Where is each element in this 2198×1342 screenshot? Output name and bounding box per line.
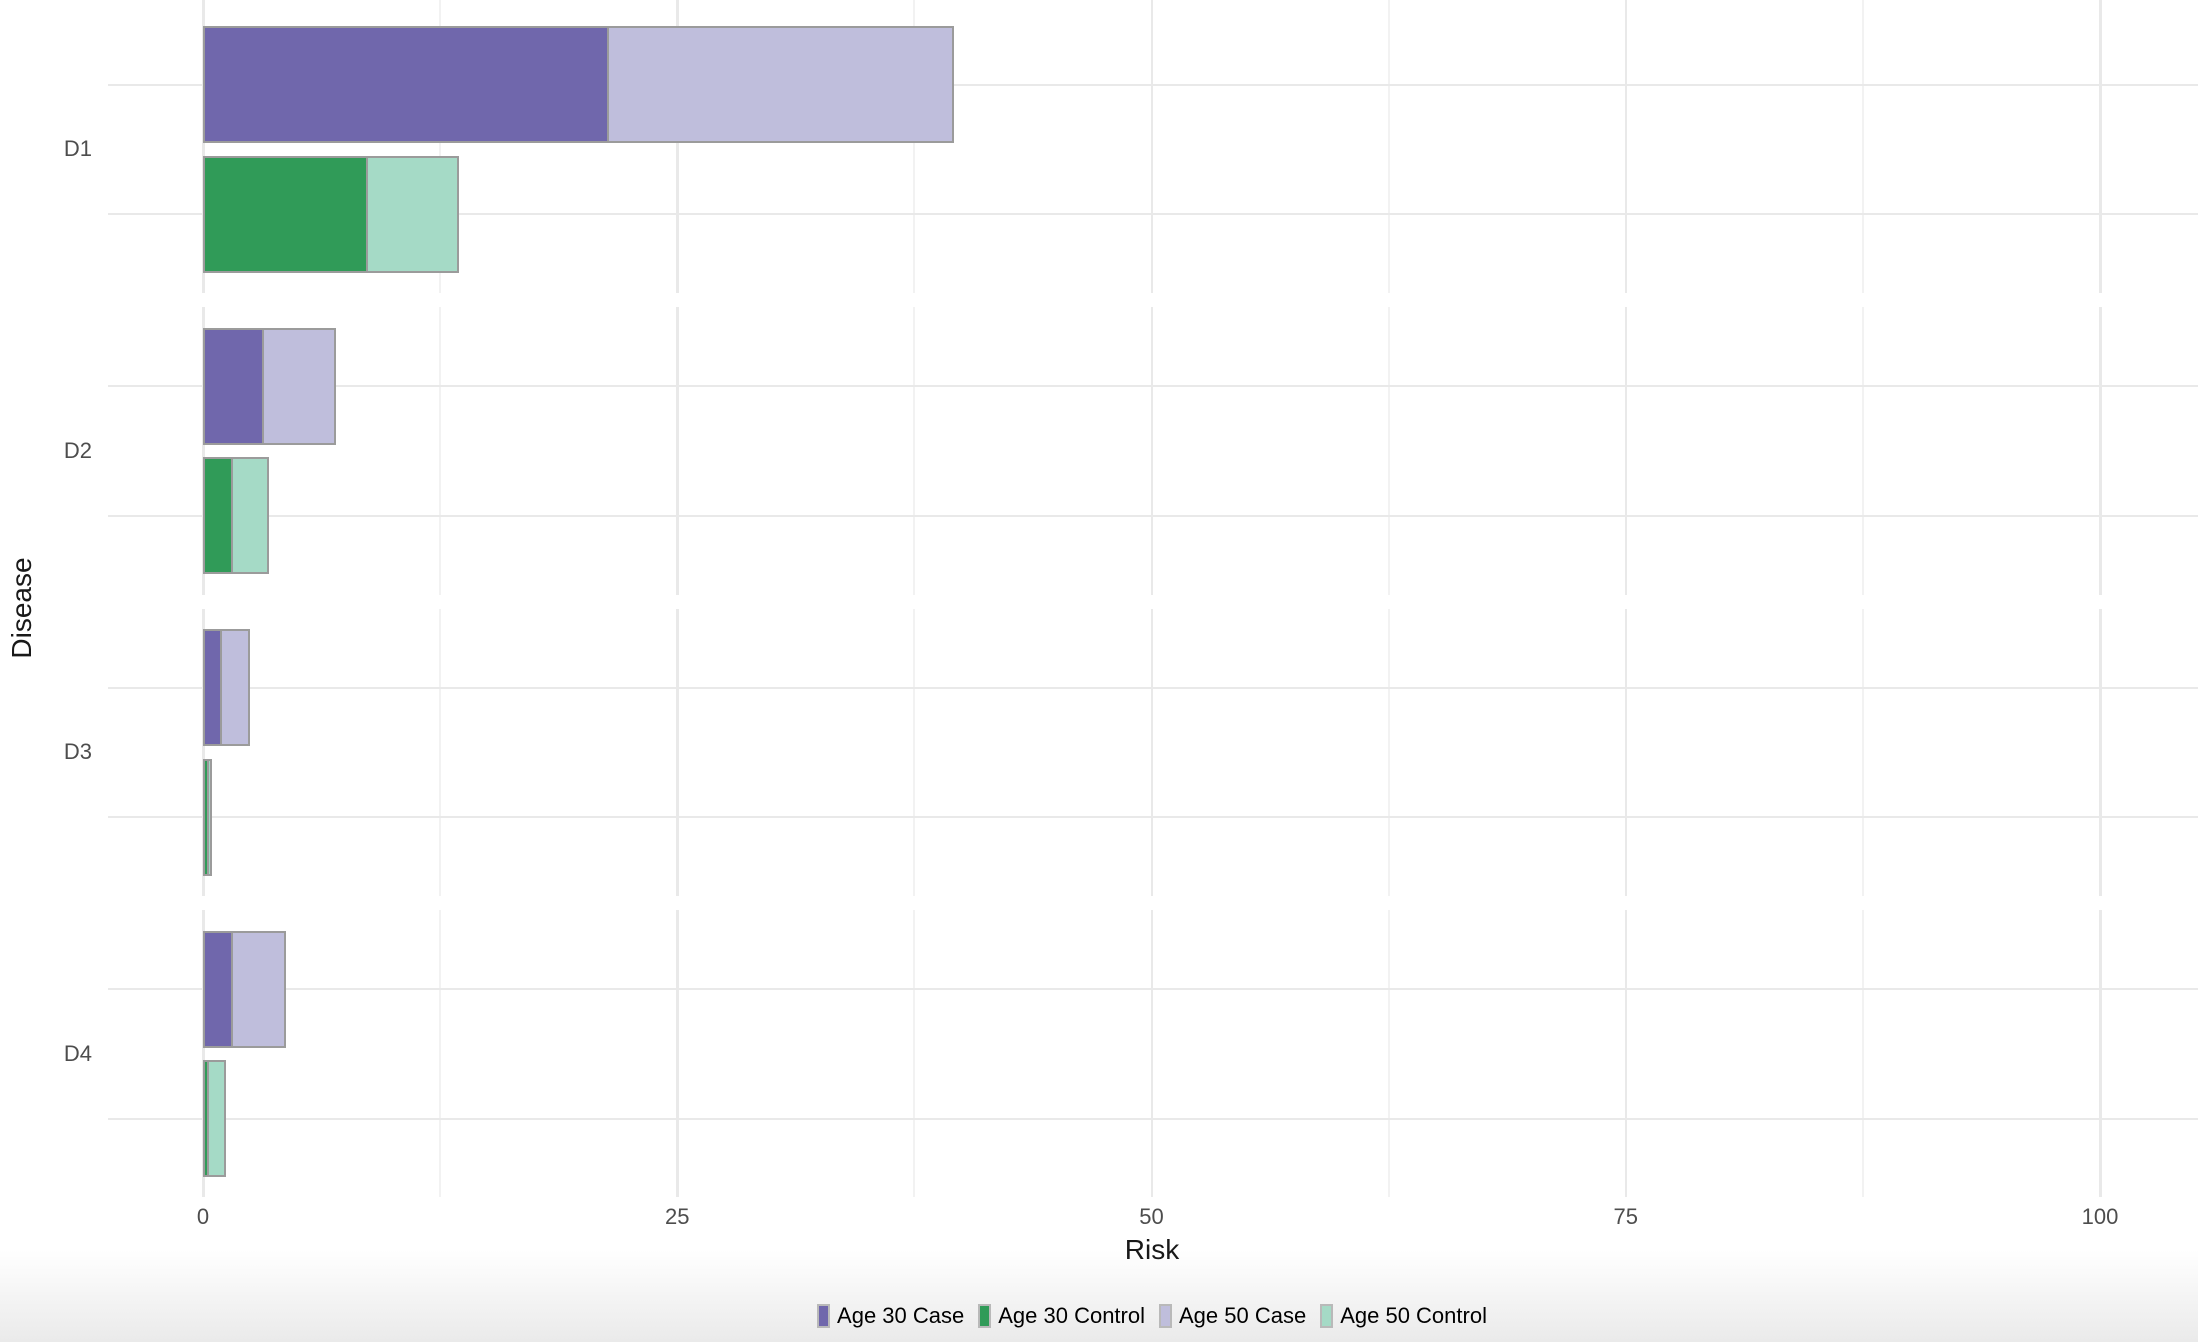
bar-d4-control-age-50-control (206, 1060, 226, 1177)
gridline-y (108, 1117, 2198, 1120)
bar-d3-case-age-50-case (219, 629, 251, 746)
x-tick-label: 0 (196, 1204, 210, 1229)
gridline-y (108, 83, 2198, 86)
gridline-y (108, 816, 2198, 818)
legend-swatch-icon (1320, 1304, 1334, 1328)
legend-swatch-icon (978, 1304, 992, 1328)
legend-label: Age 30 Case (837, 1303, 965, 1328)
bar-d1-control-age-50-control (366, 155, 460, 273)
y-axis-title: Disease (6, 557, 37, 659)
bar-d2-control-age-50-control (231, 457, 270, 574)
bar-d3-control-age-50-control (206, 758, 213, 876)
legend: Age 30 Case Age 30 Control Age 50 Case Age … (108, 1300, 2196, 1332)
legend-label: Age 50 Control (1340, 1303, 1487, 1328)
bar-d1-control-age-30-control (203, 155, 369, 273)
legend-item-age-50-case: Age 50 Case (1159, 1303, 1306, 1329)
group-separator (0, 896, 2198, 910)
legend-swatch-icon (1159, 1304, 1172, 1328)
gridline-y (108, 385, 2198, 387)
gridline-y (108, 514, 2198, 517)
gridline-y (108, 213, 2198, 215)
x-tick-label: 50 (1139, 1204, 1164, 1229)
bar-d1-case-age-50-case (606, 26, 955, 143)
x-tick-label: 25 (665, 1204, 690, 1229)
legend-label: Age 30 Control (998, 1303, 1145, 1328)
y-tick-label: D1 (63, 136, 92, 162)
legend-swatch-icon (817, 1304, 831, 1328)
y-tick-label: D4 (63, 1040, 92, 1066)
legend-label: Age 50 Case (1179, 1303, 1307, 1328)
bar-d1-case-age-30-case (203, 26, 609, 143)
group-separator (0, 293, 2198, 307)
bar-d2-case-age-30-case (203, 327, 264, 445)
gridline-y (108, 988, 2198, 990)
bar-d2-case-age-50-case (261, 327, 336, 445)
legend-item-age-50-control: Age 50 Control (1320, 1303, 1487, 1329)
bar-d2-control-age-30-control (203, 457, 234, 574)
x-tick-label: 75 (1613, 1204, 1638, 1229)
y-tick-label: D3 (63, 739, 92, 765)
bar-d4-case-age-50-case (231, 930, 287, 1048)
group-separator (0, 594, 2198, 609)
y-tick-label: D2 (63, 437, 92, 463)
gridline-y (108, 686, 2198, 689)
x-axis-title: Risk (1124, 1234, 1180, 1265)
bar-d4-case-age-30-case (203, 930, 234, 1048)
legend-item-age-30-case: Age 30 Case (817, 1303, 964, 1329)
x-tick-label: 100 (2081, 1204, 2119, 1229)
legend-item-age-30-control: Age 30 Control (978, 1303, 1145, 1329)
